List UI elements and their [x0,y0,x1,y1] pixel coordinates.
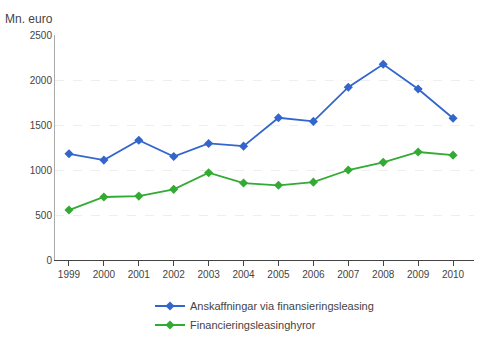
svg-text:1500: 1500 [30,120,53,131]
svg-text:2009: 2009 [407,269,430,280]
svg-text:2500: 2500 [30,30,53,41]
svg-text:500: 500 [35,210,52,221]
svg-text:2001: 2001 [128,269,151,280]
svg-text:2007: 2007 [337,269,360,280]
svg-text:2005: 2005 [267,269,290,280]
svg-text:2003: 2003 [198,269,221,280]
svg-text:2008: 2008 [372,269,395,280]
svg-text:2002: 2002 [163,269,186,280]
svg-text:2006: 2006 [302,269,325,280]
svg-text:1000: 1000 [30,165,53,176]
svg-text:Financieringsleasinghyror: Financieringsleasinghyror [190,319,316,331]
svg-text:2004: 2004 [232,269,255,280]
svg-text:Anskaffningar via finansiering: Anskaffningar via finansieringsleasing [190,300,374,312]
svg-text:2010: 2010 [442,269,465,280]
svg-text:1999: 1999 [58,269,81,280]
svg-text:0: 0 [46,255,52,266]
svg-text:2000: 2000 [93,269,116,280]
svg-text:Mn. euro: Mn. euro [5,12,53,26]
svg-text:2000: 2000 [30,75,53,86]
